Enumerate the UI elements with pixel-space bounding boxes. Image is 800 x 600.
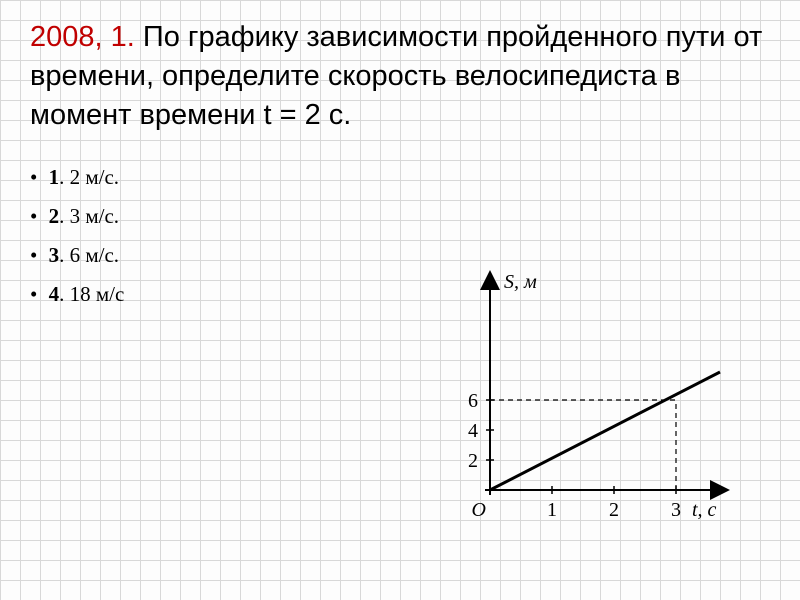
svg-text:4: 4 (468, 420, 478, 442)
svg-text:t, с: t, с (692, 499, 717, 521)
svg-text:2: 2 (468, 450, 478, 472)
svg-text:3: 3 (671, 499, 681, 521)
svg-text:2: 2 (609, 499, 619, 521)
title-body: По графику зависимости пройденного пути … (30, 21, 762, 131)
answer-num: 1 (49, 165, 60, 189)
answer-num: 4 (49, 282, 60, 306)
answer-text: . 3 м/с. (59, 204, 119, 228)
title-highlight: 2008, 1. (30, 21, 135, 53)
answer-num: 2 (49, 204, 60, 228)
svg-text:1: 1 (547, 499, 557, 521)
chart-svg: 1 2 3 2 4 6 S, м t, с O (430, 265, 740, 545)
answer-text: . 6 м/с. (59, 243, 119, 267)
svg-text:6: 6 (468, 390, 478, 412)
answer-option: 2. 3 м/с. (50, 204, 770, 229)
title-text: 2008, 1. По графику зависимости пройденн… (30, 18, 770, 135)
distance-time-chart: 1 2 3 2 4 6 S, м t, с O (430, 265, 740, 545)
svg-text:O: O (472, 499, 486, 521)
answer-option: 1. 2 м/с. (50, 165, 770, 190)
answer-num: 3 (49, 243, 60, 267)
answer-text: . 18 м/с (59, 282, 124, 306)
answer-text: . 2 м/с. (59, 165, 119, 189)
problem-title: 2008, 1. По графику зависимости пройденн… (0, 0, 800, 145)
svg-text:S, м: S, м (504, 271, 537, 293)
